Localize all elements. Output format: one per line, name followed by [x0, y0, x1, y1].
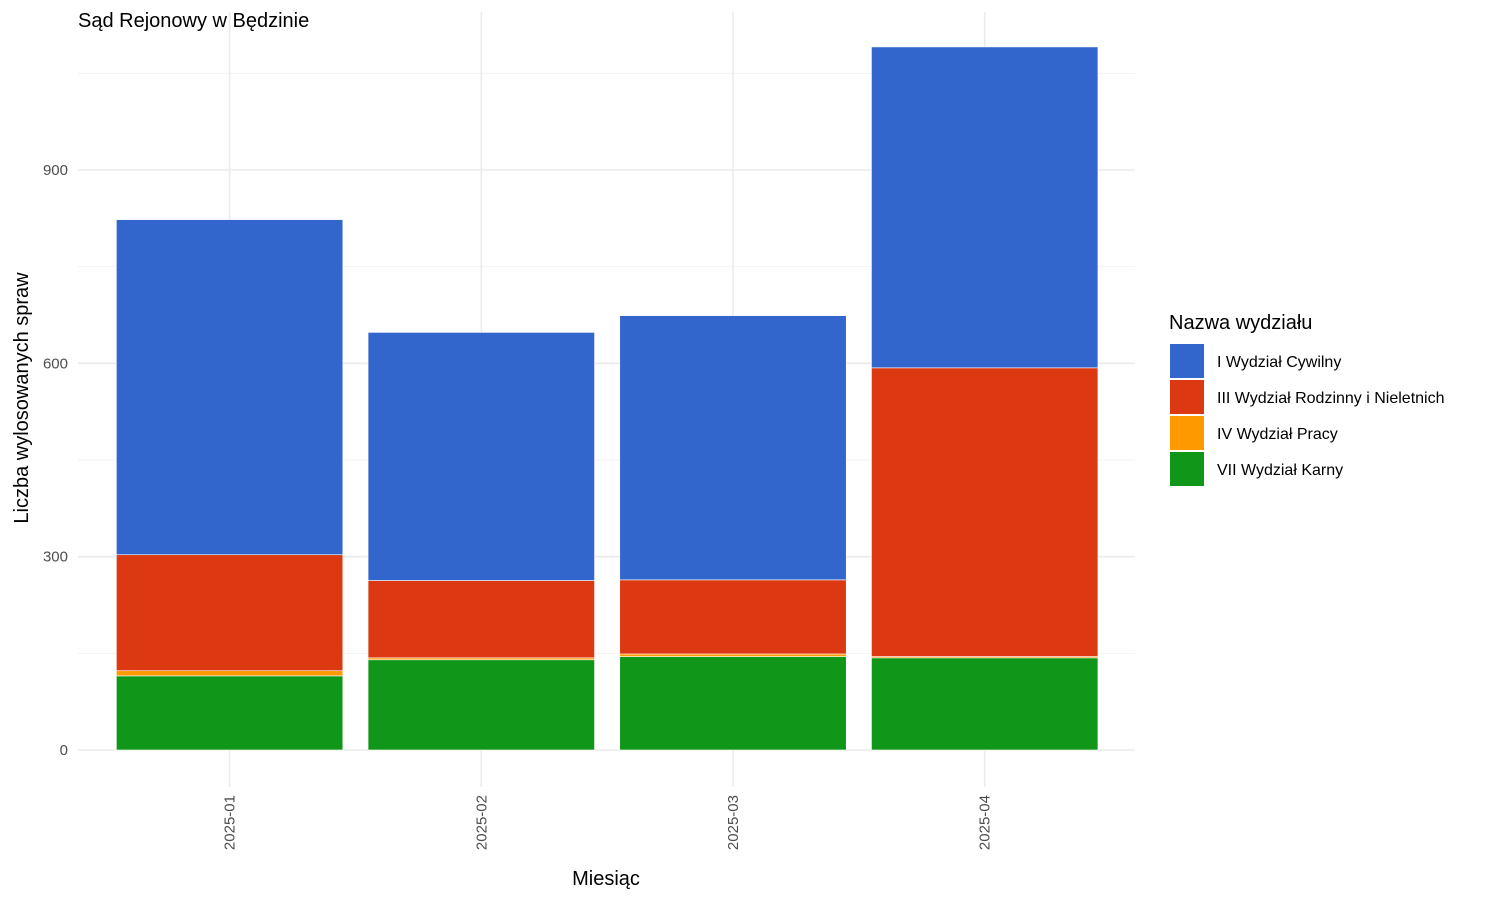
bar-segment: [367, 580, 595, 659]
legend-label: III Wydział Rodzinny i Nieletnich: [1217, 390, 1445, 407]
bar-segment: [619, 653, 847, 657]
y-axis-title: Liczba wylosowanych spraw: [11, 272, 33, 524]
legend-label: IV Wydział Pracy: [1217, 426, 1338, 443]
bar-segment: [619, 579, 847, 655]
legend-swatch: [1170, 416, 1204, 450]
bar-segment: [116, 670, 344, 677]
bar-segment: [116, 675, 344, 751]
y-tick-label: 900: [43, 162, 68, 179]
legend-label: VII Wydział Karny: [1217, 462, 1343, 479]
legend: Nazwa wydziału I Wydział Cywilny III Wydz…: [1169, 312, 1445, 486]
bar-segment: [367, 659, 595, 751]
legend-swatch: [1170, 380, 1204, 414]
chart-title: Sąd Rejonowy w Będzinie: [78, 10, 309, 32]
legend-swatch: [1170, 452, 1204, 486]
legend-swatch: [1170, 344, 1204, 378]
x-axis-ticks: 2025-01 2025-02 2025-03 2025-04: [222, 795, 994, 850]
bar-segment: [871, 367, 1099, 657]
bar-segment: [367, 332, 595, 581]
x-tick-label: 2025-03: [725, 795, 742, 850]
x-tick-label: 2025-01: [222, 795, 239, 850]
legend-title: Nazwa wydziału: [1169, 312, 1312, 334]
y-tick-label: 600: [43, 355, 68, 372]
x-tick-label: 2025-04: [977, 795, 994, 850]
bar-segment: [871, 657, 1099, 751]
bar-segment: [871, 46, 1099, 369]
bar-segment: [619, 656, 847, 751]
bars: [116, 46, 1099, 751]
y-tick-label: 300: [43, 549, 68, 566]
bar-segment: [116, 554, 344, 672]
bar-segment: [619, 315, 847, 581]
y-tick-label: 0: [60, 742, 68, 759]
x-axis-title: Miesiąc: [572, 868, 640, 890]
y-axis-ticks: 0 300 600 900: [43, 162, 68, 759]
legend-label: I Wydział Cywilny: [1217, 354, 1341, 371]
bar-segment: [116, 219, 344, 556]
x-tick-label: 2025-02: [473, 795, 490, 850]
